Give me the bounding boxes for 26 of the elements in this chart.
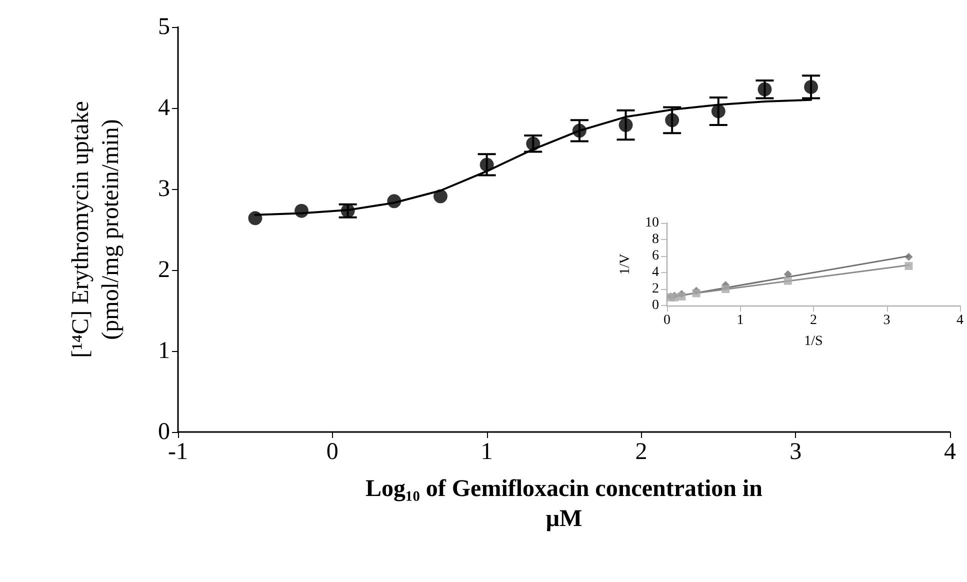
y-tick-label: 0 bbox=[158, 419, 170, 445]
y-tick-label: 6 bbox=[652, 248, 659, 264]
y-tick-label: 4 bbox=[158, 95, 170, 121]
x-axis-title: Log₁₀ of Gemifloxacin concentration in μM bbox=[365, 476, 763, 532]
x-tick-label: 4 bbox=[956, 313, 964, 328]
x-tick-label: 4 bbox=[944, 439, 956, 465]
y-tick-label: 4 bbox=[652, 265, 659, 280]
x-tick-label: 3 bbox=[883, 313, 890, 328]
x-tick-label: 0 bbox=[326, 439, 338, 465]
x-axis-title: 1/S bbox=[804, 334, 823, 349]
y-tick-label: 2 bbox=[652, 282, 659, 297]
x-tick-label: 2 bbox=[810, 313, 817, 328]
x-tick-label: 3 bbox=[790, 439, 802, 465]
x-tick-label: 1 bbox=[736, 313, 744, 328]
y-tick-label: 8 bbox=[652, 232, 659, 248]
y-axis-title: 1/V bbox=[618, 254, 633, 275]
x-tick-label: 1 bbox=[480, 439, 493, 465]
y-tick-label: 3 bbox=[158, 176, 170, 202]
y-tick-label: 2 bbox=[158, 257, 170, 283]
y-tick-label: 10 bbox=[645, 216, 659, 230]
y-tick-label: 0 bbox=[652, 298, 659, 314]
x-tick-label: -1 bbox=[168, 439, 188, 465]
y-tick-label: 1 bbox=[158, 338, 170, 364]
x-tick-label: 0 bbox=[664, 313, 670, 328]
y-axis-title: [¹⁴C] Erythromycin uptake (pmol/mg protein/min) bbox=[68, 101, 124, 358]
y-tick-label: 5 bbox=[158, 14, 170, 40]
